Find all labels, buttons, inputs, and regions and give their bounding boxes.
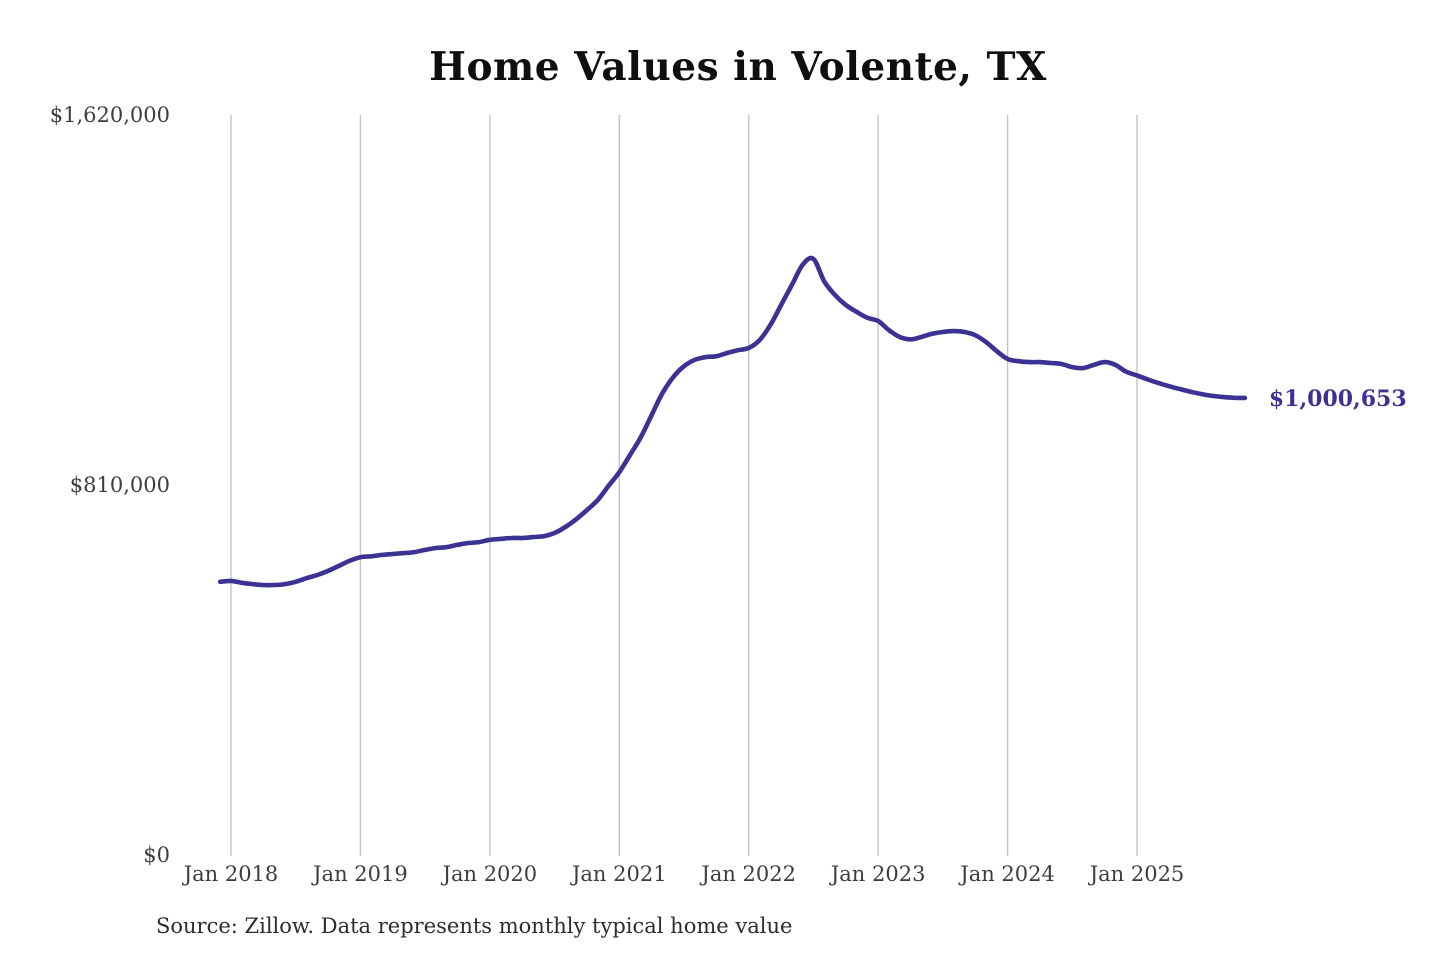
- x-axis-tick-label: Jan 2018: [182, 862, 279, 886]
- chart-title: Home Values in Volente, TX: [429, 44, 1047, 90]
- x-axis-tick-label: Jan 2021: [570, 862, 667, 886]
- y-axis-tick-label: $1,620,000: [50, 103, 170, 127]
- x-axis-tick-label: Jan 2019: [311, 862, 408, 886]
- x-axis-tick-label: Jan 2025: [1088, 862, 1185, 886]
- x-axis-tick-label: Jan 2022: [699, 862, 796, 886]
- x-axis-tick-label: Jan 2023: [829, 862, 926, 886]
- x-axis-tick-label: Jan 2024: [958, 862, 1055, 886]
- y-axis-tick-label: $0: [143, 843, 170, 867]
- home-value-series-line: [217, 255, 1248, 588]
- source-note: Source: Zillow. Data represents monthly …: [156, 914, 793, 938]
- x-axis-tick-label: Jan 2020: [441, 862, 538, 886]
- gridlines: [230, 115, 1138, 856]
- y-axis-tick-labels: $0 $810,000 $1,620,000: [50, 103, 170, 867]
- y-axis-tick-label: $810,000: [70, 473, 170, 497]
- latest-value-label: $1,000,653: [1269, 386, 1407, 412]
- x-axis-tick-labels: Jan 2018 Jan 2019 Jan 2020 Jan 2021 Jan 2022…: [182, 862, 1185, 886]
